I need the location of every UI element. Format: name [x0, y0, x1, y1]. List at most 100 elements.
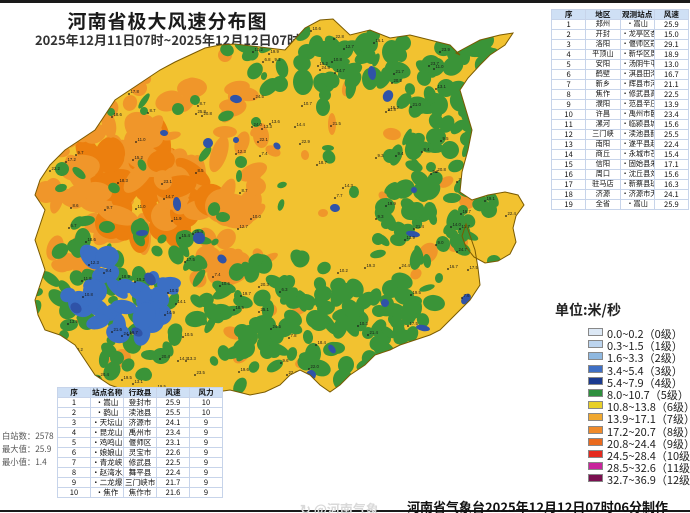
- svg-text:13.1: 13.1: [438, 84, 447, 89]
- svg-text:17.2: 17.2: [68, 157, 77, 162]
- svg-text:7.8: 7.8: [291, 333, 298, 338]
- svg-text:12.3: 12.3: [238, 149, 247, 154]
- svg-text:6.3: 6.3: [282, 287, 289, 292]
- svg-text:8.5: 8.5: [198, 168, 205, 173]
- svg-text:11.9: 11.9: [174, 216, 183, 221]
- svg-text:7.6: 7.6: [464, 293, 471, 298]
- svg-text:10.5: 10.5: [185, 332, 194, 337]
- svg-text:23.5: 23.5: [88, 102, 97, 107]
- svg-text:21.6: 21.6: [114, 327, 123, 332]
- svg-text:16.1: 16.1: [376, 38, 385, 43]
- svg-text:17.5: 17.5: [187, 257, 196, 262]
- svg-text:19.7: 19.7: [243, 291, 252, 296]
- svg-text:21.5: 21.5: [476, 105, 485, 110]
- svg-text:22.4: 22.4: [508, 211, 517, 216]
- svg-text:13.5: 13.5: [459, 37, 468, 42]
- svg-text:22.2: 22.2: [52, 166, 61, 171]
- svg-text:21.4: 21.4: [416, 224, 425, 229]
- svg-text:11.0: 11.0: [138, 137, 147, 142]
- svg-text:23.5: 23.5: [452, 328, 461, 333]
- svg-text:20.8: 20.8: [438, 167, 447, 172]
- svg-text:19.9: 19.9: [271, 49, 280, 54]
- svg-text:13.3: 13.3: [188, 356, 197, 361]
- svg-text:17.8: 17.8: [131, 89, 140, 94]
- svg-text:9.3: 9.3: [378, 214, 385, 219]
- svg-text:9.0: 9.0: [469, 90, 476, 95]
- svg-text:23.7: 23.7: [431, 61, 440, 66]
- svg-text:19.9: 19.9: [388, 201, 397, 206]
- svg-text:14.0: 14.0: [453, 222, 462, 227]
- svg-text:9.6: 9.6: [283, 358, 290, 363]
- svg-text:6.5: 6.5: [65, 76, 72, 81]
- svg-text:12.9: 12.9: [501, 121, 510, 126]
- svg-text:9.5: 9.5: [443, 136, 450, 141]
- svg-text:19.2: 19.2: [137, 277, 146, 282]
- svg-text:9.4: 9.4: [398, 151, 405, 156]
- svg-text:24.0: 24.0: [112, 86, 121, 91]
- svg-text:19.5: 19.5: [413, 290, 422, 295]
- svg-text:10.6: 10.6: [222, 281, 231, 286]
- svg-text:19.7: 19.7: [130, 330, 139, 335]
- svg-text:9.7: 9.7: [78, 150, 85, 155]
- svg-text:8.4: 8.4: [110, 69, 117, 74]
- svg-text:24.5: 24.5: [256, 94, 265, 99]
- svg-text:21.0: 21.0: [413, 102, 422, 107]
- svg-text:10.5: 10.5: [170, 288, 179, 293]
- svg-text:8.7: 8.7: [200, 101, 207, 106]
- svg-text:18.6: 18.6: [88, 237, 97, 242]
- svg-text:26.0: 26.0: [149, 30, 158, 35]
- svg-text:14.3: 14.3: [63, 49, 72, 54]
- svg-text:23.5: 23.5: [197, 370, 206, 375]
- svg-text:14.7: 14.7: [337, 68, 346, 73]
- svg-text:10.3: 10.3: [488, 369, 497, 374]
- svg-text:13.3: 13.3: [264, 124, 273, 129]
- svg-text:8.6: 8.6: [73, 203, 80, 208]
- svg-text:16.7: 16.7: [450, 264, 459, 269]
- svg-text:14.7: 14.7: [484, 71, 493, 76]
- svg-text:23.8: 23.8: [482, 118, 491, 123]
- svg-text:10.2: 10.2: [340, 268, 349, 273]
- svg-text:15.2: 15.2: [320, 61, 329, 66]
- svg-text:13.1: 13.1: [135, 379, 144, 384]
- svg-text:18.4: 18.4: [318, 340, 327, 345]
- svg-text:9.3: 9.3: [378, 153, 385, 158]
- svg-text:16.7: 16.7: [463, 209, 472, 214]
- svg-text:17.4: 17.4: [382, 22, 391, 27]
- svg-text:14.3: 14.3: [345, 183, 354, 188]
- svg-text:13.6: 13.6: [272, 119, 281, 124]
- svg-text:19.3: 19.3: [367, 263, 376, 268]
- svg-text:10.6: 10.6: [432, 381, 441, 386]
- svg-text:15.4: 15.4: [182, 233, 191, 238]
- svg-text:9.2: 9.2: [436, 332, 443, 337]
- svg-text:18.3: 18.3: [120, 178, 129, 183]
- svg-text:6.8: 6.8: [265, 57, 272, 62]
- svg-text:24.0: 24.0: [254, 122, 263, 127]
- svg-text:21.5: 21.5: [333, 121, 342, 126]
- svg-text:21.7: 21.7: [396, 69, 405, 74]
- svg-text:14.6: 14.6: [505, 151, 514, 156]
- svg-text:14.7: 14.7: [461, 340, 470, 345]
- svg-text:12.3: 12.3: [91, 260, 100, 265]
- svg-text:11.8: 11.8: [84, 276, 93, 281]
- svg-text:8.7: 8.7: [242, 188, 249, 193]
- svg-text:20.4: 20.4: [162, 354, 171, 359]
- svg-text:19.5: 19.5: [124, 375, 133, 380]
- svg-text:18.7: 18.7: [319, 160, 328, 165]
- svg-text:12.7: 12.7: [240, 224, 249, 229]
- svg-text:11.0: 11.0: [138, 204, 147, 209]
- svg-text:13.9: 13.9: [70, 319, 79, 324]
- svg-text:23.9: 23.9: [442, 47, 451, 52]
- svg-text:18.9: 18.9: [122, 274, 131, 279]
- svg-text:22.0: 22.0: [311, 364, 320, 369]
- svg-text:24.4: 24.4: [402, 263, 411, 268]
- svg-text:21.2: 21.2: [91, 36, 100, 41]
- svg-text:9.4: 9.4: [106, 268, 113, 273]
- svg-text:10.6: 10.6: [313, 26, 322, 31]
- svg-text:7.5: 7.5: [492, 298, 499, 303]
- svg-text:25.4: 25.4: [195, 229, 204, 234]
- svg-text:24.5: 24.5: [139, 39, 148, 44]
- svg-text:10.8: 10.8: [334, 57, 343, 62]
- svg-text:9.2: 9.2: [470, 332, 477, 337]
- svg-text:14.1: 14.1: [178, 299, 187, 304]
- svg-text:9.3: 9.3: [275, 57, 282, 62]
